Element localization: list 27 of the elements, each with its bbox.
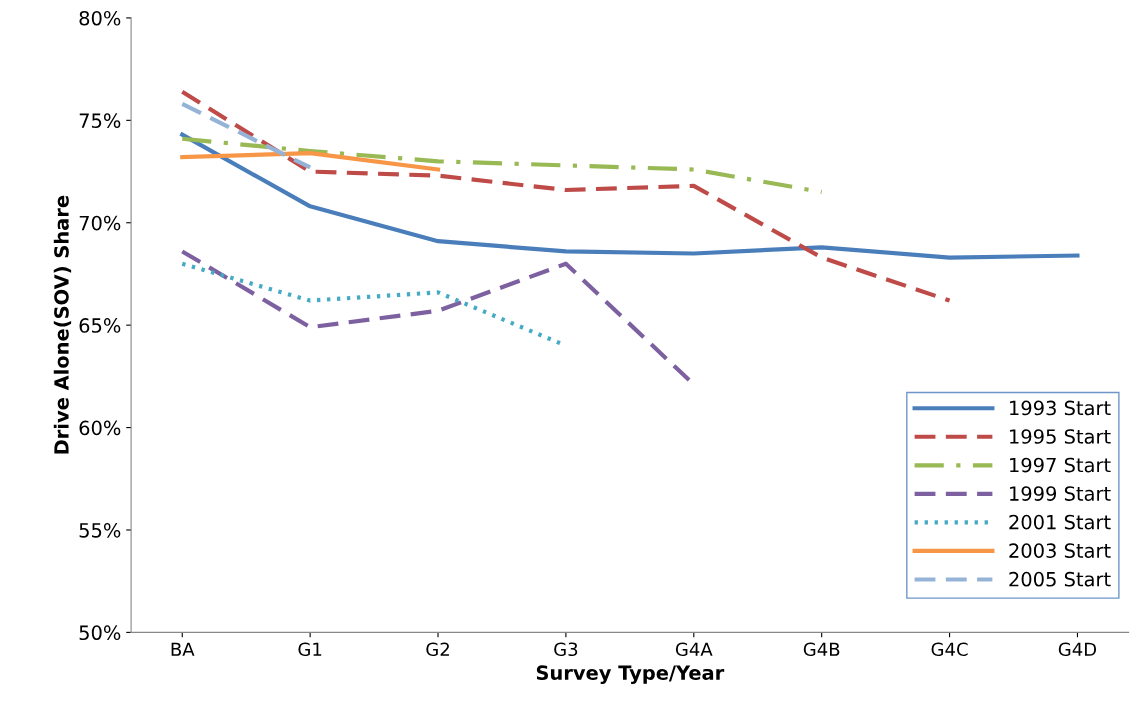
y-tick-label: 55% [79,522,121,538]
y-tick-label: 80% [79,10,121,26]
legend-label: 2001 Start [1009,514,1111,530]
y-tick-label: 65% [79,318,121,333]
legend-label: 1995 Start [1010,429,1111,444]
legend-label: 2005 Start [1009,571,1111,587]
x-axis-title: Survey Type/Year [536,665,725,684]
y-axis-title: Drive Alone(SOV) Share [53,195,72,454]
x-tick-label: BA [171,642,195,656]
legend-label: 1997 Start [1010,457,1111,473]
line-series [180,132,1080,260]
legend-label: 1999 Start [1010,486,1111,501]
legend-label: 2003 Start [1009,543,1111,559]
y-tick-label: 60% [79,420,121,436]
legend-label: 1993 Start [1010,400,1111,416]
x-tick-label: G4B [803,642,840,657]
y-tick-label: 50% [79,625,121,641]
x-tick-label: G2 [426,642,449,657]
line-series [180,89,952,303]
x-tick-label: G3 [554,642,578,657]
x-tick-label: G4A [675,642,713,657]
x-tick-label: G1 [298,642,322,657]
x-tick-label: G4C [931,642,968,657]
x-tick-label: G4D [1058,642,1097,657]
line-series [180,136,824,195]
y-tick-label: 70% [79,215,121,231]
y-tick-label: 75% [79,113,121,128]
